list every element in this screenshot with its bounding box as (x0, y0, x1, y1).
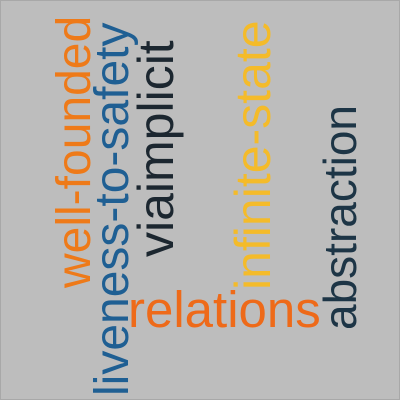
word-abstraction: abstraction (314, 104, 366, 330)
word-relations: relations (128, 281, 321, 338)
word-viaimplicit: viaimplicit (128, 40, 184, 257)
word-infinite-state: infinite-state (225, 20, 281, 290)
